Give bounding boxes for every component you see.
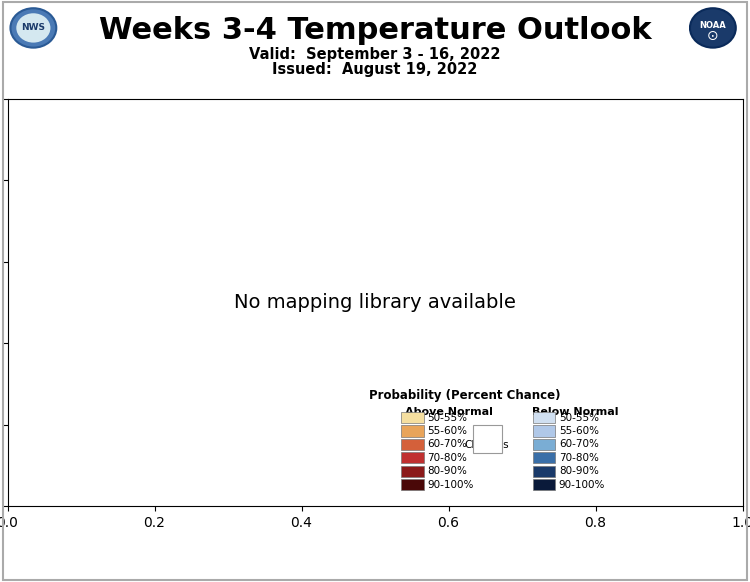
Circle shape [690, 8, 736, 48]
Text: 90-100%: 90-100% [559, 480, 605, 489]
Text: ⊙: ⊙ [707, 29, 718, 43]
Text: 80-90%: 80-90% [559, 466, 598, 476]
Text: NOAA: NOAA [700, 22, 726, 30]
Text: 60-70%: 60-70% [427, 439, 467, 449]
Text: 90-100%: 90-100% [427, 480, 474, 489]
Text: Probability (Percent Chance): Probability (Percent Chance) [369, 389, 561, 402]
Text: No mapping library available: No mapping library available [234, 293, 516, 312]
Text: Below Normal: Below Normal [532, 407, 619, 417]
Text: Equal
Chances: Equal Chances [465, 428, 509, 450]
Text: Above Normal: Above Normal [405, 407, 493, 417]
Text: 55-60%: 55-60% [427, 426, 467, 436]
Text: 50-55%: 50-55% [427, 413, 467, 423]
Text: 55-60%: 55-60% [559, 426, 598, 436]
Text: NWS: NWS [21, 23, 45, 31]
Circle shape [10, 8, 56, 48]
Text: 50-55%: 50-55% [559, 413, 598, 423]
Text: 70-80%: 70-80% [559, 453, 598, 463]
Text: Valid:  September 3 - 16, 2022: Valid: September 3 - 16, 2022 [249, 47, 501, 62]
Circle shape [16, 13, 50, 42]
Text: 70-80%: 70-80% [427, 453, 467, 463]
Text: 80-90%: 80-90% [427, 466, 467, 476]
Text: Weeks 3-4 Temperature Outlook: Weeks 3-4 Temperature Outlook [99, 16, 651, 45]
Text: Issued:  August 19, 2022: Issued: August 19, 2022 [272, 62, 478, 77]
Text: 60-70%: 60-70% [559, 439, 598, 449]
